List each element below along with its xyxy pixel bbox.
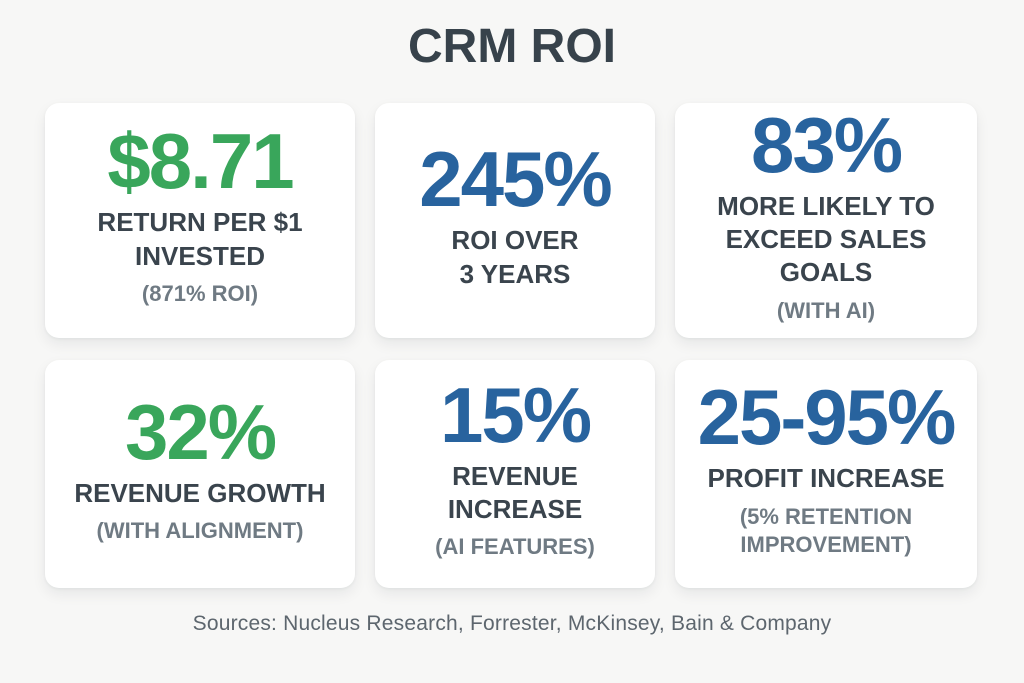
page-title: CRM ROI [408,20,616,73]
stat-caption: (AI FEATURES) [435,534,595,560]
stat-card-return-per-dollar: $8.71 RETURN PER $1 INVESTED (871% ROI) [45,103,355,338]
sources-line: Sources: Nucleus Research, Forrester, Mc… [192,612,832,635]
stat-value: 83% [750,100,903,189]
stat-label: REVENUE GROWTH [74,477,326,508]
stat-caption: (871% ROI) [141,280,259,306]
stat-card-revenue-increase: 15% REVENUE INCREASE (AI FEATURES) [375,360,655,588]
stat-card-roi-3-years: 245% ROI OVER 3 YEARS [375,103,655,338]
stat-caption: (WITH ALIGNMENT) [96,517,304,543]
stat-value: 25-95% [697,373,957,462]
stat-caption: (WITH AI) [776,297,876,323]
stat-value: $8.71 [107,117,294,206]
stat-label: MORE LIKELY TO EXCEED SALES GOALS [717,190,935,288]
stat-caption: (5% RETENTION IMPROVEMENT) [739,503,913,558]
stat-card-exceed-sales-goals: 83% MORE LIKELY TO EXCEED SALES GOALS (W… [675,103,977,338]
stat-label: RETURN PER $1 INVESTED [97,207,303,271]
stat-label: ROI OVER 3 YEARS [451,225,579,289]
stat-value: 15% [439,370,592,459]
stat-card-profit-increase: 25-95% PROFIT INCREASE (5% RETENTION IMP… [675,360,977,588]
stat-value: 245% [419,135,612,224]
stat-label: PROFIT INCREASE [707,463,945,494]
stat-label: REVENUE INCREASE [447,460,583,525]
stat-card-revenue-growth: 32% REVENUE GROWTH (WITH ALIGNMENT) [45,360,355,588]
stat-value: 32% [124,387,277,476]
stat-card-grid: $8.71 RETURN PER $1 INVESTED (871% ROI) … [45,103,977,588]
